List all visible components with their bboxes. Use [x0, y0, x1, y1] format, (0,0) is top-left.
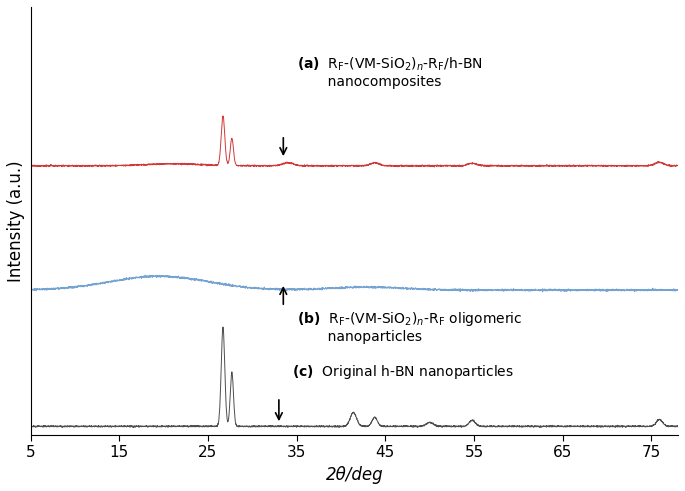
Text: $\mathbf{(c)}$  Original h-BN nanoparticles: $\mathbf{(c)}$ Original h-BN nanoparticl… — [292, 363, 514, 381]
Text: $\mathbf{(a)}$  $\mathrm{R_F}$-(VM-SiO$_2$)$_n$-$\mathrm{R_F}$/h-BN
       nanoc: $\mathbf{(a)}$ $\mathrm{R_F}$-(VM-SiO$_2… — [297, 55, 482, 89]
X-axis label: 2θ/deg: 2θ/deg — [325, 466, 383, 484]
Text: $\mathbf{(b)}$  $\mathrm{R_F}$-(VM-SiO$_2$)$_n$-$\mathrm{R_F}$ oligomeric
      : $\mathbf{(b)}$ $\mathrm{R_F}$-(VM-SiO$_2… — [297, 310, 522, 344]
Y-axis label: Intensity (a.u.): Intensity (a.u.) — [7, 160, 25, 282]
